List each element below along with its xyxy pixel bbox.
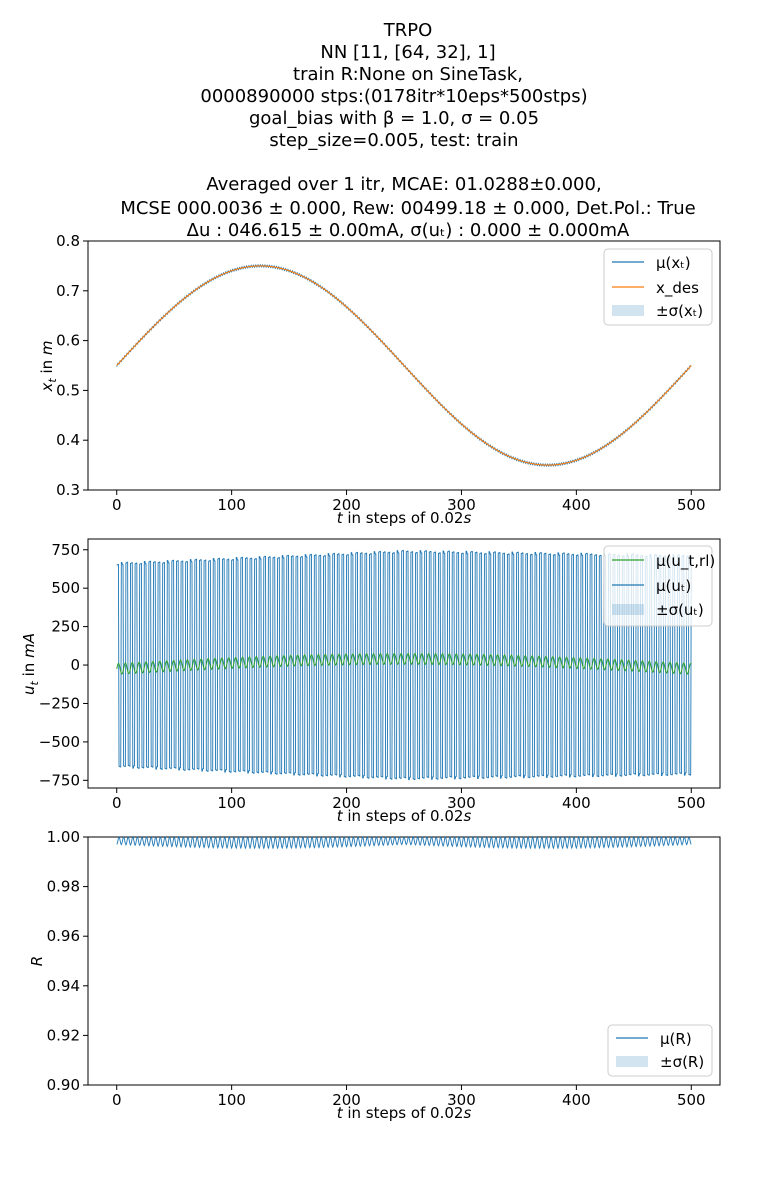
x-tick-label: 200 xyxy=(332,496,361,514)
legend-band-sigma-x xyxy=(612,305,644,316)
control-lines xyxy=(116,549,692,781)
position-lines xyxy=(116,263,692,468)
legend-label-sigma-r: ±σ(R) xyxy=(660,1053,704,1071)
reward-legend: μ(R) ±σ(R) xyxy=(607,1024,713,1077)
position-x-axis-label: t in steps of 0.02s xyxy=(337,509,472,527)
legend-label-mu-r: μ(R) xyxy=(660,1030,692,1048)
control-x-ticks: 0 100 200 300 400 500 xyxy=(112,788,706,812)
y-tick-label: 0.96 xyxy=(47,927,80,945)
position-y-ticks: 0.3 0.4 0.5 0.6 0.7 0.8 xyxy=(56,232,88,499)
x-tick-label: 400 xyxy=(562,496,591,514)
control-legend: μ(u_t,rl) μ(uₜ) ±σ(uₜ) xyxy=(603,545,715,627)
x-tick-label: 400 xyxy=(562,794,591,812)
series-mu-u xyxy=(116,549,692,781)
y-tick-label: −250 xyxy=(39,694,80,712)
y-tick-label: 0.98 xyxy=(47,878,80,896)
y-tick-label: 0.90 xyxy=(47,1076,80,1094)
reward-x-ticks: 0 100 200 300 400 500 xyxy=(112,1085,706,1109)
legend-band-sigma-r xyxy=(616,1056,648,1067)
title-line-6: step_size=0.005, test: train xyxy=(269,130,518,151)
x-tick-label: 0 xyxy=(112,794,122,812)
reward-y-axis-label: R xyxy=(28,956,46,966)
y-tick-label: 0 xyxy=(70,656,80,674)
x-tick-label: 200 xyxy=(332,794,361,812)
y-tick-label: 750 xyxy=(51,541,80,559)
position-legend-box xyxy=(603,248,713,326)
x-tick-label: 100 xyxy=(217,496,246,514)
reward-y-ticks: 0.90 0.92 0.94 0.96 0.98 1.00 xyxy=(47,828,88,1094)
y-tick-label: 0.6 xyxy=(56,332,80,350)
y-tick-label: 1.00 xyxy=(47,828,80,846)
reward-subplot: 0 100 200 300 400 500 0.90 0.92 0.94 0.96 0.98 1.0… xyxy=(28,828,721,1122)
position-subplot: 0 100 200 300 400 500 0.3 0.4 0.5 0.6 0.7 0.8 t in… xyxy=(38,232,721,527)
x-tick-label: 0 xyxy=(112,496,122,514)
x-tick-label: 0 xyxy=(112,1091,122,1109)
x-tick-label: 300 xyxy=(447,1091,476,1109)
series-mu-u-rl xyxy=(116,652,692,675)
x-tick-label: 300 xyxy=(447,794,476,812)
title-line-10: Δu : 046.615 ± 0.00mA, σ(uₜ) : 0.000 ± 0… xyxy=(187,220,630,241)
x-tick-label: 400 xyxy=(562,1091,591,1109)
title-line-3: train R:None on SineTask, xyxy=(293,64,523,85)
x-tick-label: 300 xyxy=(447,496,476,514)
title-line-1: TRPO xyxy=(383,20,433,41)
series-mu-r xyxy=(116,835,692,850)
legend-label-x-des: x_des xyxy=(656,279,699,298)
title-line-4: 0000890000 stps:(0178itr*10eps*500stps) xyxy=(200,86,587,107)
title-line-5: goal_bias with β = 1.0, σ = 0.05 xyxy=(249,108,539,129)
legend-label-mu-u: μ(uₜ) xyxy=(656,577,691,595)
legend-label-sigma-u: ±σ(uₜ) xyxy=(656,601,704,619)
y-tick-label: 0.3 xyxy=(56,481,80,499)
legend-label-mu-u-rl: μ(u_t,rl) xyxy=(656,552,715,571)
y-tick-label: 250 xyxy=(51,618,80,636)
series-x-des xyxy=(116,265,692,466)
y-tick-label: −750 xyxy=(39,771,80,789)
control-y-ticks: −750 −500 −250 0 250 500 750 xyxy=(39,541,88,789)
figure-title: TRPO NN [11, [64, 32], 1] train R:None o… xyxy=(120,20,695,241)
legend-band-sigma-u xyxy=(612,604,644,615)
title-line-9: MCSE 000.0036 ± 0.000, Rew: 00499.18 ± 0… xyxy=(120,198,695,219)
x-tick-label: 500 xyxy=(677,1091,706,1109)
legend-label-sigma-x: ±σ(xₜ) xyxy=(656,302,703,320)
y-tick-label: 0.4 xyxy=(56,431,80,449)
y-tick-label: −500 xyxy=(39,733,80,751)
x-tick-label: 500 xyxy=(677,496,706,514)
position-y-axis-label: xt in m xyxy=(38,340,59,392)
legend-label-mu-x: μ(xₜ) xyxy=(656,254,691,272)
position-plot-frame xyxy=(87,240,721,491)
x-tick-label: 200 xyxy=(332,1091,361,1109)
y-tick-label: 500 xyxy=(51,579,80,597)
y-tick-label: 0.8 xyxy=(56,232,80,250)
control-x-axis-label: t in steps of 0.02s xyxy=(337,807,472,825)
control-plot-frame xyxy=(87,538,721,789)
position-x-ticks: 0 100 200 300 400 500 xyxy=(112,490,706,514)
title-line-8: Averaged over 1 itr, MCAE: 01.0288±0.000… xyxy=(206,174,601,195)
control-legend-box xyxy=(603,545,713,627)
x-tick-label: 100 xyxy=(217,1091,246,1109)
y-tick-label: 0.5 xyxy=(56,381,80,399)
position-legend: μ(xₜ) x_des ±σ(xₜ) xyxy=(603,248,713,326)
control-y-axis-label: ut in mA xyxy=(20,633,41,695)
control-subplot: 0 100 200 300 400 500 −750−500−2500250500750 … xyxy=(20,538,721,825)
x-tick-label: 500 xyxy=(677,794,706,812)
x-tick-label: 100 xyxy=(217,794,246,812)
reward-x-axis-label: t in steps of 0.02s xyxy=(337,1104,472,1122)
y-tick-label: 0.94 xyxy=(47,977,80,995)
y-tick-label: 0.92 xyxy=(47,1026,80,1044)
y-tick-label: 0.7 xyxy=(56,282,80,300)
reward-lines xyxy=(116,835,692,850)
title-line-2: NN [11, [64, 32], 1] xyxy=(320,42,495,63)
